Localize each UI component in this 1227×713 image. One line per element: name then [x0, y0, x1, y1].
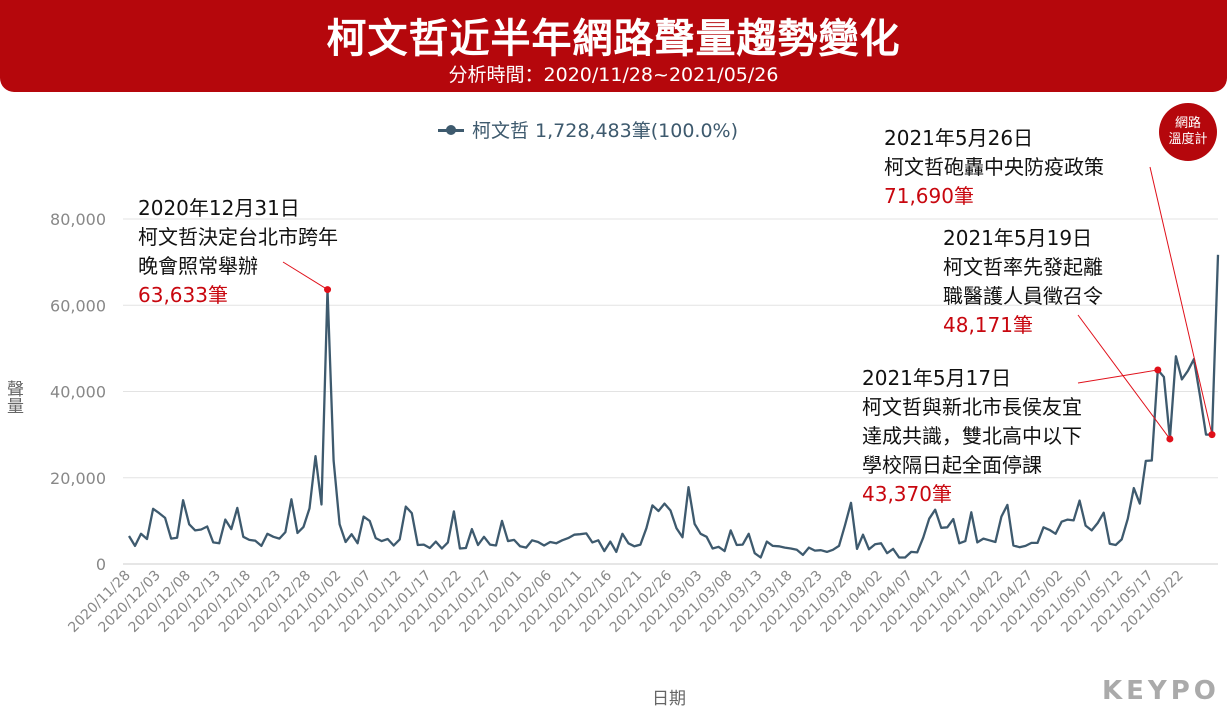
y-tick-label: 20,000	[50, 469, 106, 488]
annotation-text: 職醫護人員徵召令	[943, 284, 1103, 308]
annotation-point	[1166, 435, 1174, 443]
legend-line-marker-icon	[438, 120, 464, 140]
page-title: 柯文哲近半年網路聲量趨勢變化	[326, 16, 901, 62]
annotation-leader-line	[1077, 369, 1158, 384]
x-axis-label: 日期	[652, 689, 686, 709]
annotation-text: 柯文哲率先發起離	[943, 255, 1103, 279]
annotation-point	[324, 286, 332, 294]
annotation-value: 48,171筆	[943, 313, 1033, 337]
keypo-logo: KEYPO	[1102, 676, 1220, 706]
annotation-text: 達成共識，雙北高中以下	[862, 424, 1082, 448]
annotation-2021-05-26: 2021年5月26日 柯文哲砲轟中央防疫政策 71,690筆	[884, 124, 1104, 211]
annotation-2021-05-19: 2021年5月19日 柯文哲率先發起離 職醫護人員徵召令 48,171筆	[943, 224, 1103, 340]
annotation-text: 學校隔日起全面停課	[862, 453, 1042, 477]
annotation-2021-05-17: 2021年5月17日 柯文哲與新北市長侯友宜 達成共識，雙北高中以下 學校隔日起…	[862, 364, 1082, 509]
analysis-period: 分析時間：2020/11/28~2021/05/26	[448, 64, 779, 86]
annotation-value: 43,370筆	[862, 482, 952, 506]
annotation-leader-line	[1077, 314, 1171, 440]
y-tick-label: 40,000	[50, 383, 106, 402]
annotation-text: 柯文哲砲轟中央防疫政策	[884, 155, 1104, 179]
annotation-text: 柯文哲與新北市長侯友宜	[862, 395, 1082, 419]
y-tick-label: 80,000	[50, 210, 106, 229]
annotation-2020-12-31: 2020年12月31日 柯文哲決定台北市跨年 晚會照常舉辦 63,633筆	[138, 194, 338, 310]
thermometer-badge-icon: 網路 溫度計	[1159, 103, 1217, 161]
annotation-date: 2021年5月17日	[862, 366, 1012, 390]
annotation-point	[1154, 366, 1162, 374]
badge-line2: 溫度計	[1168, 132, 1208, 147]
annotation-text: 柯文哲決定台北市跨年	[138, 225, 338, 249]
annotation-value: 71,690筆	[884, 184, 974, 208]
annotation-value: 63,633筆	[138, 283, 228, 307]
annotation-date: 2021年5月26日	[884, 126, 1034, 150]
annotation-date: 2020年12月31日	[138, 196, 300, 220]
badge-line1: 網路	[1174, 116, 1201, 131]
y-tick-label: 0	[96, 555, 106, 574]
series-line-柯文哲	[128, 254, 1220, 559]
y-axis-label: 聲量	[3, 380, 23, 414]
chart-legend[interactable]: 柯文哲 1,728,483筆(100.0%)	[438, 116, 738, 143]
y-tick-label: 60,000	[50, 296, 106, 315]
annotation-text: 晚會照常舉辦	[138, 254, 258, 278]
annotation-leader-line	[282, 261, 328, 291]
annotation-point	[1208, 431, 1216, 439]
title-banner: 柯文哲近半年網路聲量趨勢變化 分析時間：2020/11/28~2021/05/2…	[0, 0, 1227, 92]
annotation-leader-line	[1149, 166, 1213, 435]
annotation-date: 2021年5月19日	[943, 226, 1093, 250]
legend-label: 柯文哲 1,728,483筆(100.0%)	[472, 120, 739, 142]
